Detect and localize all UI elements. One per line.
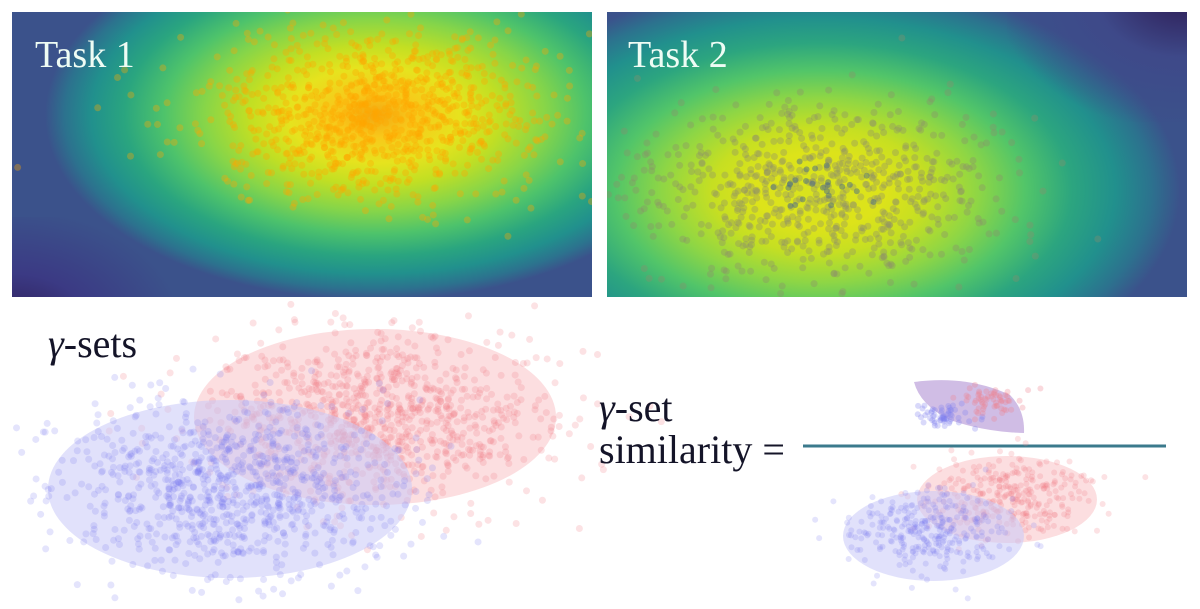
task1-panel: Task 1 <box>12 12 592 297</box>
gamma-symbol: γ <box>48 321 64 366</box>
similarity-line2: similarity = <box>599 427 785 472</box>
gamma-set-text: -set <box>614 385 673 430</box>
union-blue-set <box>812 466 1044 602</box>
task2-panel: Task 2 <box>607 12 1187 297</box>
task2-scatter <box>607 34 1102 297</box>
gamma-sets-label: γ-sets <box>48 324 137 364</box>
task2-label: Task 2 <box>628 34 728 76</box>
task1-label: Task 1 <box>35 34 135 76</box>
gamma-symbol-2: γ <box>599 385 615 430</box>
gamma-sets-illustration <box>13 300 1166 604</box>
intersection-lens <box>914 380 1044 433</box>
similarity-line1: γ-set <box>599 388 673 428</box>
task1-scatter <box>14 12 592 240</box>
gamma-sets-text: -sets <box>63 321 138 366</box>
blue-gamma-set <box>13 365 482 604</box>
